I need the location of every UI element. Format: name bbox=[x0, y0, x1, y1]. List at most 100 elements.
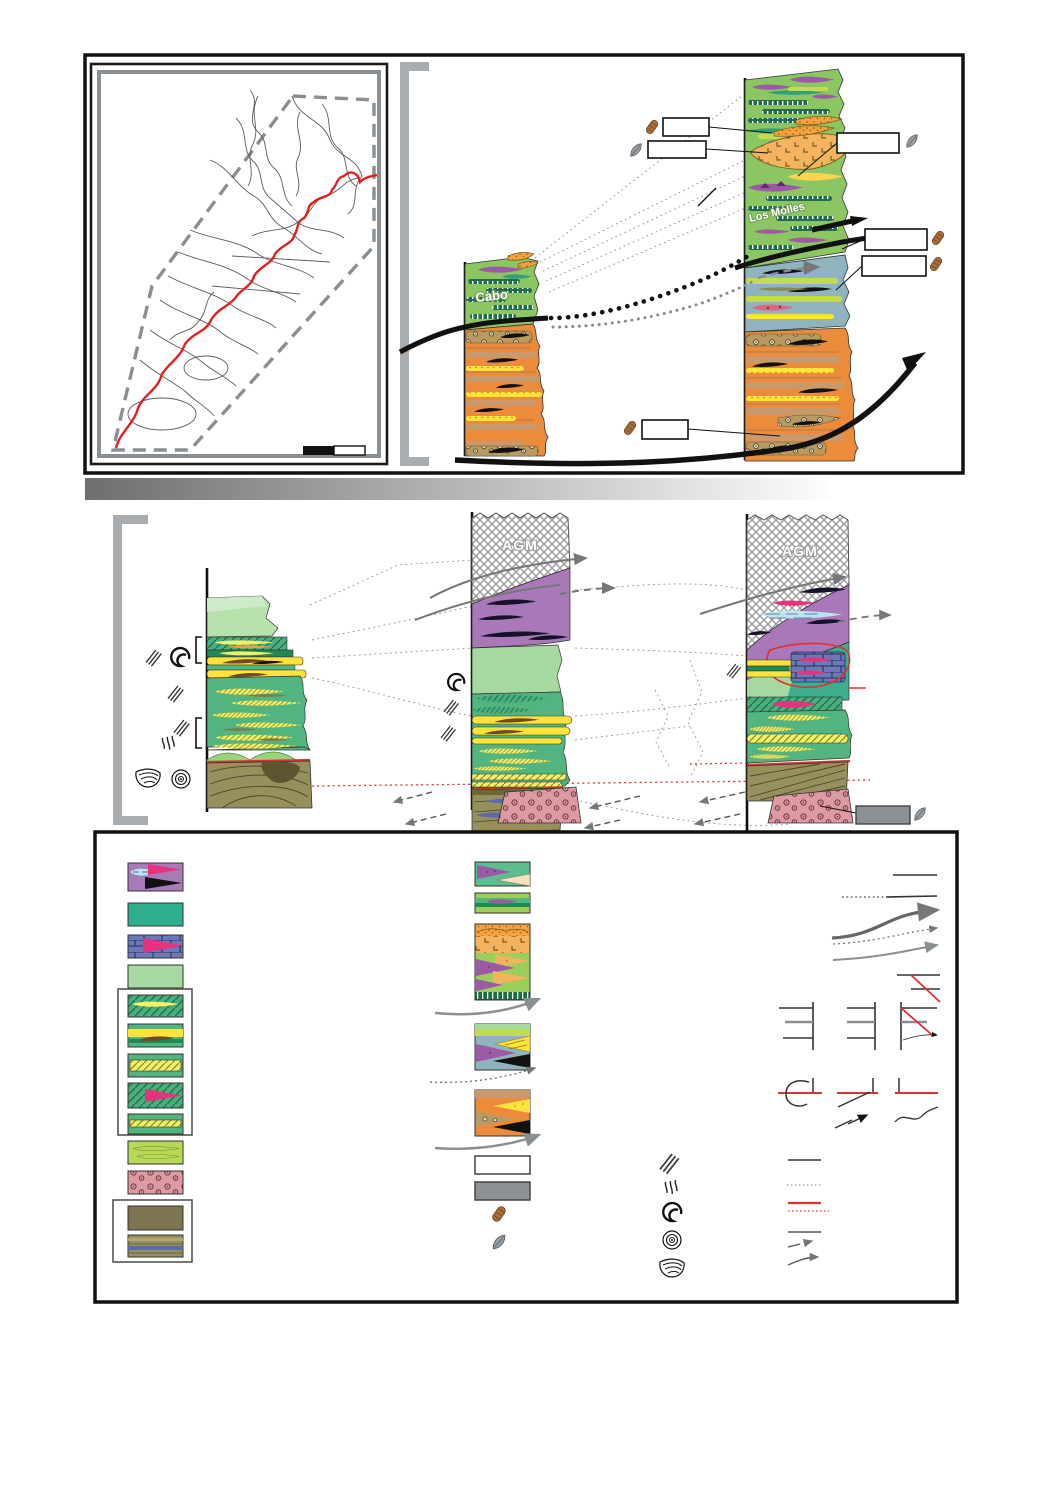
green-unit-beds bbox=[466, 252, 539, 319]
basal-fault-line bbox=[454, 361, 918, 467]
gray-shear-lines bbox=[699, 573, 892, 623]
fault-line bbox=[734, 233, 881, 271]
cap-label-1: AGM bbox=[502, 537, 538, 553]
middle-correlation-lines bbox=[309, 559, 791, 826]
cap-label-2: AGM bbox=[782, 543, 818, 559]
top-faults bbox=[398, 216, 926, 467]
fault-curve-symbol bbox=[434, 997, 542, 1016]
inferred-fault-curve-symbol bbox=[429, 1066, 537, 1084]
blue-gray-heterolithic-unit bbox=[744, 254, 851, 333]
map-red-trace bbox=[114, 171, 378, 449]
swatch-green-thin-hatch bbox=[127, 1113, 184, 1135]
legend-group-box-1 bbox=[117, 988, 193, 1136]
swatch-banded-green bbox=[474, 892, 531, 914]
swatch-pink-conglomerate bbox=[127, 1170, 184, 1195]
dashed-paleoflow-arrows bbox=[392, 791, 447, 827]
swatch-unexposed-white bbox=[474, 1155, 531, 1175]
swatch-mtd-purple bbox=[127, 862, 184, 892]
top-left-column: Cabo bbox=[463, 252, 549, 457]
green-unit-beds bbox=[748, 76, 850, 250]
swatch-blue-gray-unit bbox=[474, 1023, 531, 1071]
fossil-brackets bbox=[195, 636, 202, 749]
top-panel-bracket bbox=[400, 62, 429, 466]
top-left-column-label: Cabo bbox=[475, 287, 509, 305]
root-traces-icon bbox=[161, 735, 176, 752]
dashed-paleoflow-arrow bbox=[787, 1241, 812, 1247]
map-study-area-boundary bbox=[110, 94, 376, 452]
mini-column-a bbox=[779, 1002, 814, 1050]
plant-debris-icon bbox=[145, 649, 162, 667]
wavy-contact-line bbox=[894, 1106, 939, 1123]
swatch-dark-olive bbox=[127, 1205, 184, 1231]
concentric-trace-fossil-icon bbox=[171, 769, 191, 789]
fault-thick-gray-arrow bbox=[831, 902, 941, 940]
swatch-green-hatched bbox=[127, 994, 184, 1018]
orange-fluvial-unit bbox=[464, 323, 549, 457]
orange-unit-beds bbox=[465, 330, 542, 457]
middle-panel: AGM bbox=[113, 512, 929, 845]
swatch-olive-laminated bbox=[127, 1234, 184, 1258]
dashed-paleoflow-arrows bbox=[583, 791, 746, 831]
swatch-green-hatch-pink bbox=[127, 1082, 184, 1109]
middle-right-column: AGM bbox=[583, 514, 929, 845]
column-contact-key-upper bbox=[897, 974, 941, 1003]
swatch-orange-fluvial bbox=[474, 1089, 531, 1137]
blue-mottled-lens bbox=[760, 610, 842, 619]
legend-line-symbols bbox=[778, 874, 941, 1266]
map-scale-bar bbox=[303, 445, 366, 456]
gray-shear-lines bbox=[414, 553, 616, 621]
pink-conglomerate bbox=[767, 788, 854, 824]
ammonite-icon bbox=[170, 646, 191, 668]
legend-group-box-2 bbox=[112, 1199, 193, 1263]
leaf-icon bbox=[911, 805, 929, 823]
plant-debris-icon bbox=[440, 725, 457, 742]
zigzag-transport-arrow bbox=[834, 1115, 867, 1129]
plant-debris-icon bbox=[726, 663, 742, 680]
map-geology-lines bbox=[127, 89, 363, 431]
red-unconformity bbox=[746, 759, 851, 767]
conical-trace-fossil-icon bbox=[135, 768, 161, 788]
plant-debris-icon bbox=[443, 699, 460, 716]
annotation-boxes-top bbox=[622, 117, 946, 440]
top-right-column: Los Molles bbox=[743, 68, 859, 462]
plant-debris-icon bbox=[173, 719, 190, 737]
swatch-green-purple-cream bbox=[474, 861, 531, 887]
red-surface-key-a bbox=[778, 1078, 822, 1107]
tick-line bbox=[697, 187, 717, 207]
swatch-green-yellow-hatch bbox=[127, 1053, 184, 1078]
legend-panel bbox=[93, 830, 959, 1304]
inferred-contact-dotted bbox=[842, 895, 938, 898]
swatch-green-yellow-beds bbox=[127, 1023, 184, 1048]
red-surface-key-b bbox=[837, 1078, 878, 1108]
swatch-covered-gray bbox=[474, 1181, 531, 1201]
plant-debris-icon bbox=[167, 685, 184, 703]
mini-column-c bbox=[900, 1002, 938, 1050]
swatch-lime-lenses bbox=[127, 1140, 184, 1165]
blue-gray-beds bbox=[746, 269, 842, 319]
swatch-limestone-breccia bbox=[127, 934, 184, 959]
legend-lithology-left bbox=[112, 862, 193, 1263]
location-map bbox=[89, 62, 389, 466]
inferred-fault-beaded bbox=[548, 252, 753, 321]
pink-conglomerate bbox=[497, 786, 582, 824]
curved-paleoflow-arrow bbox=[787, 1252, 820, 1266]
legend-lithology-middle bbox=[429, 861, 542, 1252]
fault-curve-symbol bbox=[434, 1133, 542, 1150]
covered-interval-box bbox=[855, 805, 911, 825]
swatch-pale-green bbox=[127, 964, 184, 989]
swatch-teal-sandstone bbox=[127, 902, 184, 927]
mini-column-b bbox=[847, 1002, 876, 1050]
red-unconformity bbox=[206, 758, 311, 764]
red-surface-key-c bbox=[895, 1078, 938, 1094]
green-channel-unit bbox=[206, 675, 312, 751]
purple-mtd-unit bbox=[471, 567, 571, 649]
fault-arrow bbox=[850, 216, 868, 226]
shear-gray-arrow bbox=[832, 941, 939, 961]
ammonite-icon bbox=[447, 672, 466, 692]
middle-left-column bbox=[135, 568, 313, 812]
top-panel: Cabo bbox=[83, 53, 965, 475]
swatch-carbonate-composite bbox=[474, 923, 531, 1001]
section-divider-bar bbox=[85, 478, 830, 500]
